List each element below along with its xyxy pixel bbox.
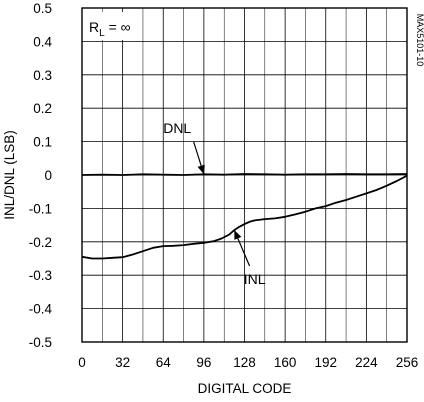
y-tick-label: 0.1	[33, 135, 52, 150]
y-tick-label: -0.5	[29, 335, 52, 350]
y-tick-label: 0.4	[33, 34, 52, 49]
y-tick-label: -0.3	[29, 268, 52, 283]
y-tick-label: -0.4	[29, 302, 53, 317]
y-tick-label: 0	[44, 168, 52, 183]
series-line-inl	[81, 174, 408, 260]
annotation-dnl: DNL	[163, 120, 191, 136]
x-tick-label: 64	[156, 355, 172, 370]
x-tick-label: 32	[115, 355, 130, 370]
series-line-dnl	[81, 173, 408, 176]
x-tick-label: 192	[314, 355, 337, 370]
figure-code: MAX5101-10	[415, 14, 424, 67]
x-tick-label: 0	[78, 355, 86, 370]
y-axis-ticks: 0.5 0.4 0.3 0.2 0.1 0 -0.1 -0.2 -0.3 -0.4 -0.5	[29, 1, 53, 350]
y-tick-label: 0.3	[33, 68, 52, 83]
x-axis-label: DIGITAL CODE	[198, 381, 292, 396]
y-tick-label: 0.5	[33, 1, 52, 16]
x-tick-label: 96	[196, 355, 211, 370]
x-tick-label: 128	[233, 355, 256, 370]
x-tick-label: 160	[274, 355, 297, 370]
y-tick-label: -0.2	[29, 235, 52, 250]
y-tick-label: -0.1	[29, 201, 52, 216]
x-axis-ticks: 0 32 64 96 128 160 192 224 256	[78, 355, 418, 370]
y-tick-label: 0.2	[33, 101, 52, 116]
annotation-arrowhead	[197, 164, 205, 175]
x-tick-label: 224	[355, 355, 378, 370]
annotation-inl: INL	[244, 271, 266, 287]
condition-label: RL = ∞	[89, 19, 131, 39]
series-group	[81, 173, 408, 260]
y-axis-label: INL/DNL (LSB)	[2, 130, 17, 220]
annotation-arrowhead	[234, 230, 242, 240]
condition-label-box	[84, 12, 142, 40]
annotations: DNL INL	[163, 120, 266, 287]
x-tick-label: 256	[396, 355, 419, 370]
